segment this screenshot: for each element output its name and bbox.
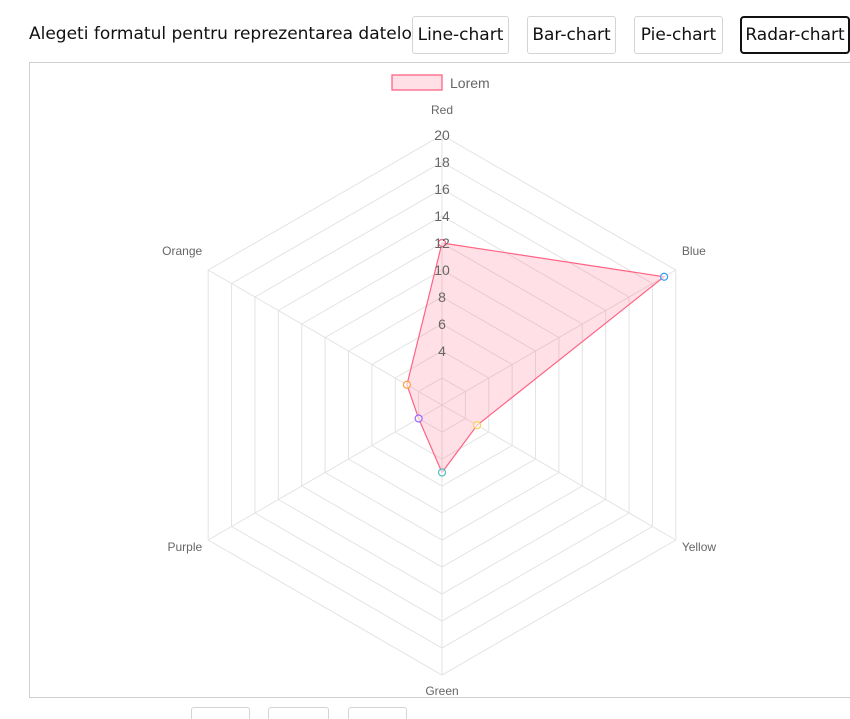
legend-label: Lorem (450, 75, 490, 91)
category-label: Yellow (682, 540, 717, 554)
tick-label: 20 (434, 127, 450, 143)
legend-swatch (391, 74, 443, 91)
tick-label: 18 (434, 154, 450, 170)
data-point[interactable] (437, 238, 447, 248)
category-label: Orange (162, 244, 202, 258)
toolbar: Alegeti formatul pentru reprezentarea da… (0, 0, 850, 62)
data-point[interactable] (660, 272, 669, 281)
format-prompt-label: Alegeti formatul pentru reprezentarea da… (29, 24, 425, 44)
tick-label: 4 (438, 343, 446, 359)
chart-legend[interactable]: Lorem (391, 74, 490, 91)
tick-label: 6 (438, 316, 446, 332)
tick-label: 16 (434, 181, 450, 197)
tick-label: 10 (434, 262, 450, 278)
radar-series (402, 238, 669, 477)
radar-grid (207, 134, 677, 676)
bar-chart-button[interactable]: Bar-chart (527, 16, 616, 54)
bottom-button-stub[interactable] (191, 707, 250, 719)
grid-spoke (207, 404, 443, 541)
tick-label: 12 (434, 235, 450, 251)
data-point[interactable] (472, 421, 482, 430)
grid-spoke (441, 404, 677, 541)
radar-category-labels: Red Blue Yellow Green Purple Orange (162, 103, 716, 698)
category-label: Red (431, 103, 453, 117)
category-label: Green (425, 684, 458, 698)
tick-label: 14 (434, 208, 450, 224)
grid-spoke (441, 269, 677, 406)
category-label: Purple (167, 540, 202, 554)
radar-tick-labels: 4 6 8 10 12 14 16 18 20 (434, 127, 450, 359)
bottom-button-stub[interactable] (348, 707, 407, 719)
pie-chart-button[interactable]: Pie-chart (634, 16, 723, 54)
bottom-button-stub[interactable] (268, 707, 329, 719)
tick-label: 8 (438, 289, 446, 305)
chart-container (29, 62, 850, 698)
radar-chart-button[interactable]: Radar-chart (740, 16, 850, 54)
data-point[interactable] (437, 468, 447, 477)
grid-spoke (207, 269, 443, 406)
data-point[interactable] (414, 414, 423, 423)
category-label: Blue (682, 244, 706, 258)
line-chart-button[interactable]: Line-chart (412, 16, 509, 54)
data-point[interactable] (402, 380, 412, 389)
